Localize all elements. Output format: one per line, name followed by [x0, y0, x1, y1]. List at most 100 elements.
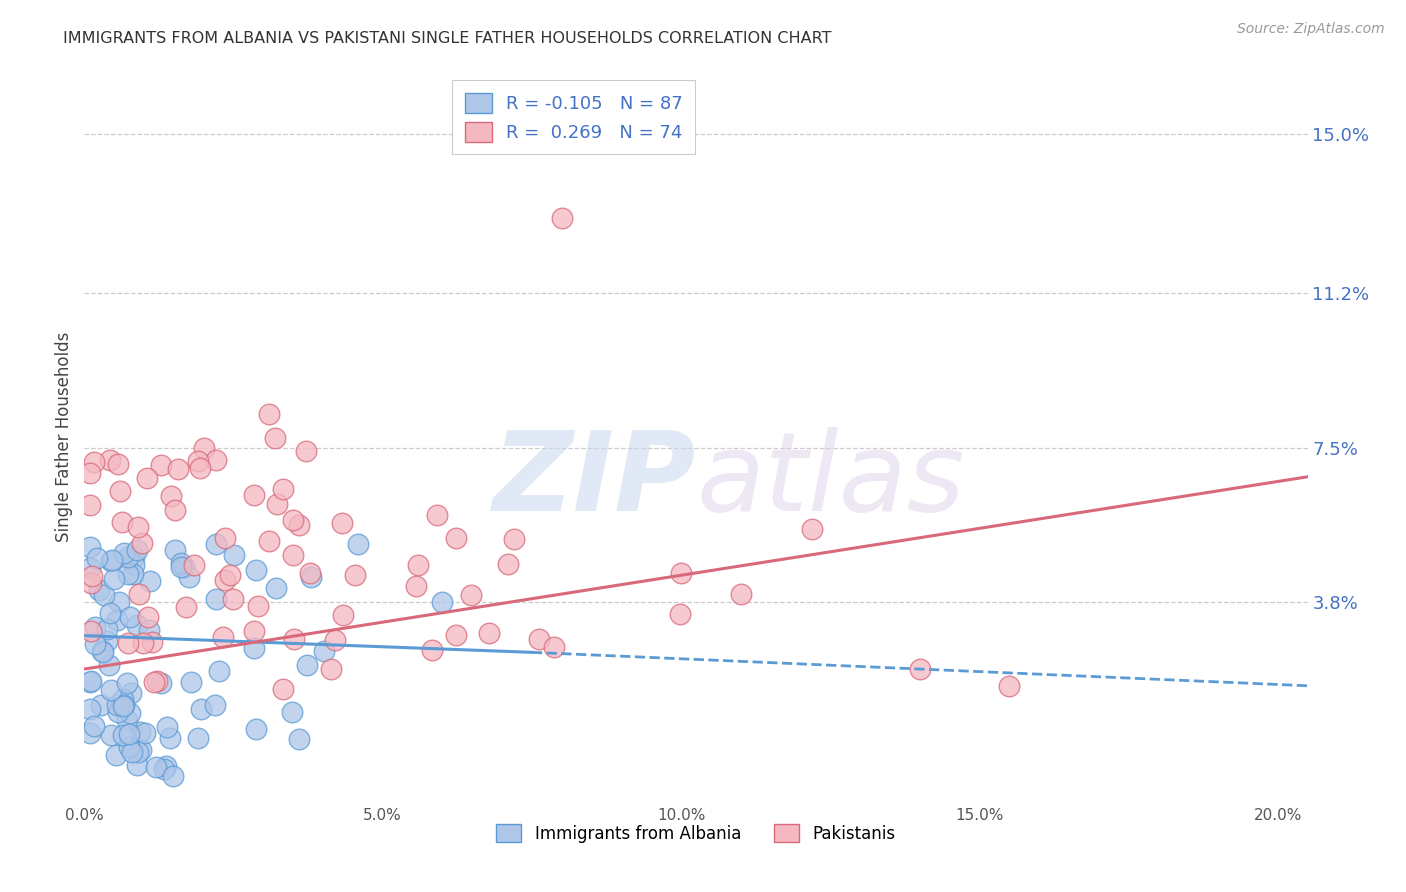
- Point: [426, 508, 449, 522]
- Point: [117, 727, 139, 741]
- Point: [143, 675, 166, 690]
- Point: [155, 720, 177, 734]
- Point: [79, 466, 101, 480]
- Point: [100, 554, 122, 568]
- Point: [87, 582, 110, 597]
- Point: [208, 664, 231, 678]
- Point: [243, 624, 266, 639]
- Point: [460, 588, 482, 602]
- Point: [730, 587, 752, 601]
- Point: [139, 574, 162, 589]
- Point: [112, 546, 135, 560]
- Point: [112, 698, 135, 712]
- Point: [167, 462, 190, 476]
- Point: [83, 637, 105, 651]
- Point: [163, 502, 186, 516]
- Point: [96, 633, 118, 648]
- Point: [432, 595, 454, 609]
- Point: [204, 592, 226, 607]
- Point: [127, 757, 149, 772]
- Point: [314, 644, 336, 658]
- Point: [118, 739, 141, 754]
- Point: [82, 569, 104, 583]
- Point: [107, 595, 129, 609]
- Point: [79, 725, 101, 739]
- Point: [332, 607, 354, 622]
- Point: [245, 563, 267, 577]
- Point: [90, 698, 112, 712]
- Point: [259, 408, 281, 422]
- Text: IMMIGRANTS FROM ALBANIA VS PAKISTANI SINGLE FATHER HOUSEHOLDS CORRELATION CHART: IMMIGRANTS FROM ALBANIA VS PAKISTANI SIN…: [63, 31, 832, 46]
- Point: [204, 453, 226, 467]
- Point: [323, 633, 346, 648]
- Point: [83, 620, 105, 634]
- Point: [187, 731, 209, 746]
- Point: [97, 658, 120, 673]
- Point: [98, 606, 121, 620]
- Point: [120, 686, 142, 700]
- Point: [90, 644, 112, 658]
- Point: [83, 455, 105, 469]
- Point: [222, 591, 245, 606]
- Point: [150, 458, 173, 472]
- Point: [120, 609, 142, 624]
- Point: [669, 566, 692, 580]
- Point: [86, 550, 108, 565]
- Point: [214, 531, 236, 545]
- Text: ZIP: ZIP: [492, 427, 696, 534]
- Point: [422, 643, 444, 657]
- Point: [159, 731, 181, 746]
- Point: [170, 557, 193, 571]
- Point: [132, 636, 155, 650]
- Point: [346, 537, 368, 551]
- Point: [205, 536, 228, 550]
- Point: [117, 566, 139, 581]
- Point: [117, 636, 139, 650]
- Point: [79, 498, 101, 512]
- Point: [121, 567, 143, 582]
- Point: [80, 575, 103, 590]
- Point: [281, 548, 304, 562]
- Point: [190, 460, 212, 475]
- Point: [146, 673, 169, 688]
- Point: [204, 698, 226, 712]
- Point: [283, 632, 305, 647]
- Point: [121, 745, 143, 759]
- Point: [271, 482, 294, 496]
- Point: [187, 454, 209, 468]
- Point: [998, 679, 1021, 693]
- Point: [108, 483, 131, 498]
- Point: [79, 675, 101, 690]
- Point: [527, 632, 550, 647]
- Point: [117, 713, 139, 727]
- Point: [179, 569, 201, 583]
- Point: [111, 691, 134, 706]
- Point: [155, 759, 177, 773]
- Point: [165, 543, 187, 558]
- Point: [222, 548, 245, 562]
- Point: [122, 550, 145, 565]
- Point: [127, 519, 149, 533]
- Point: [281, 513, 304, 527]
- Point: [152, 762, 174, 776]
- Point: [299, 570, 322, 584]
- Point: [107, 706, 129, 720]
- Point: [111, 728, 134, 742]
- Point: [122, 558, 145, 573]
- Point: [173, 560, 195, 574]
- Point: [405, 579, 427, 593]
- Point: [80, 624, 103, 639]
- Text: atlas: atlas: [696, 427, 965, 534]
- Point: [117, 549, 139, 564]
- Point: [96, 622, 118, 636]
- Point: [212, 630, 235, 644]
- Point: [111, 698, 134, 713]
- Point: [127, 542, 149, 557]
- Legend: Immigrants from Albania, Pakistanis: Immigrants from Albania, Pakistanis: [489, 817, 903, 849]
- Point: [105, 613, 128, 627]
- Point: [100, 682, 122, 697]
- Point: [243, 640, 266, 655]
- Point: [478, 625, 501, 640]
- Point: [83, 719, 105, 733]
- Point: [79, 561, 101, 575]
